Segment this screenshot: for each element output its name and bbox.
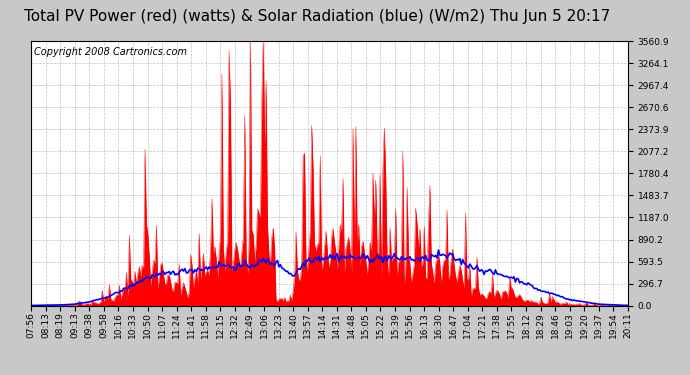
Text: Total PV Power (red) (watts) & Solar Radiation (blue) (W/m2) Thu Jun 5 20:17: Total PV Power (red) (watts) & Solar Rad… <box>24 9 611 24</box>
Text: Copyright 2008 Cartronics.com: Copyright 2008 Cartronics.com <box>34 46 187 57</box>
